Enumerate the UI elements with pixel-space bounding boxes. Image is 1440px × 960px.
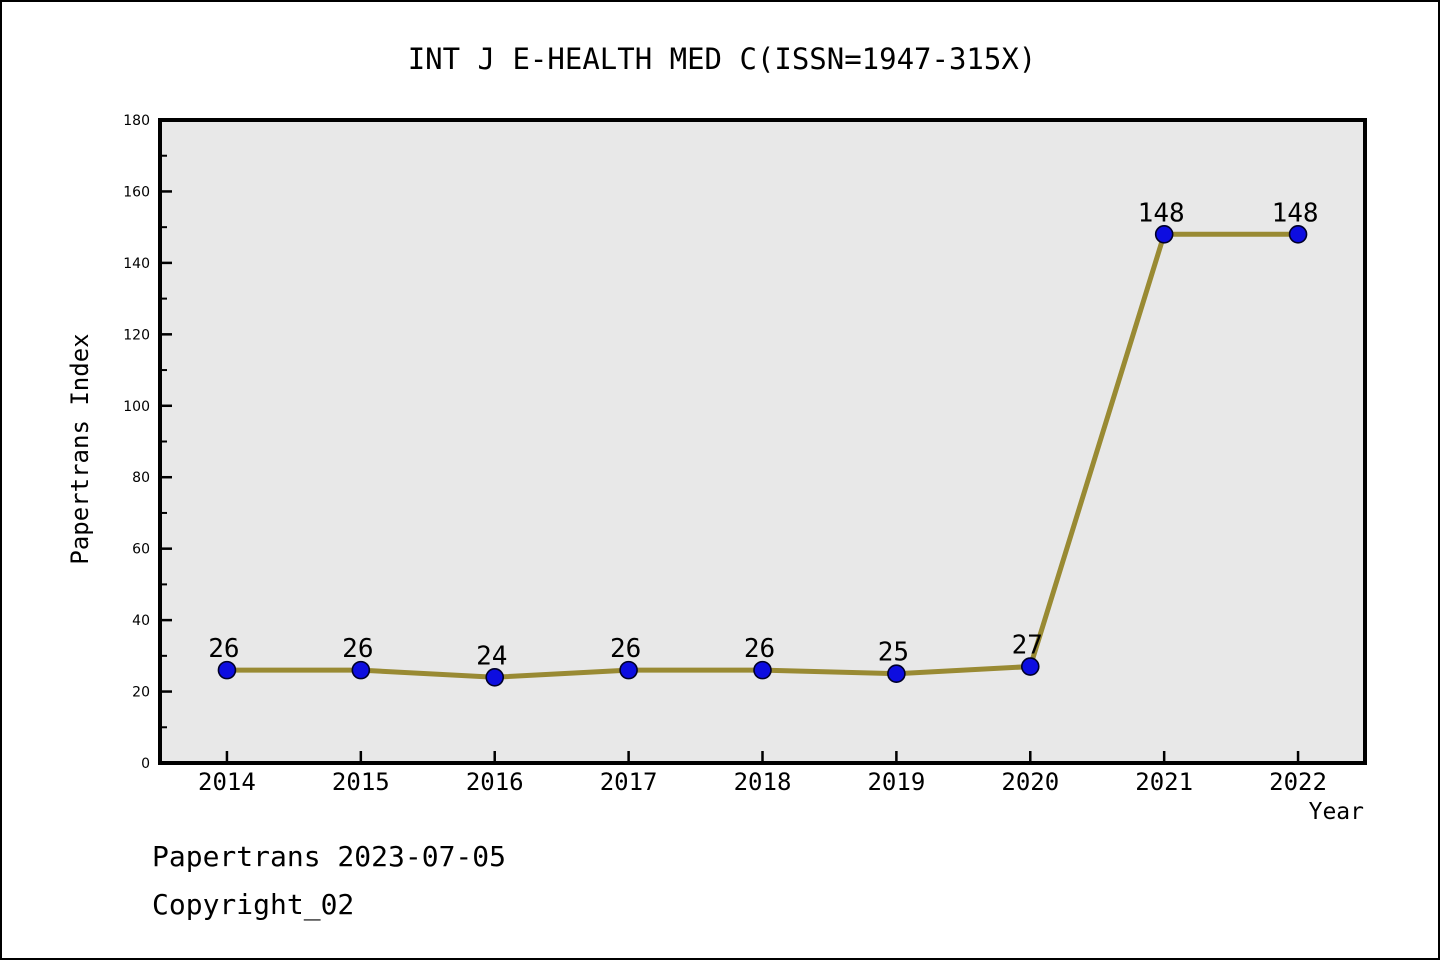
y-axis-label: Papertrans Index [66,333,94,565]
data-point-label: 26 [610,634,641,664]
x-tick-label: 2022 [1269,768,1327,796]
x-tick-label: 2016 [466,768,524,796]
chart-title: INT J E-HEALTH MED C(ISSN=1947-315X) [407,42,1037,76]
y-tick-label: 180 [123,113,150,129]
x-tick-label: 2014 [198,768,256,796]
plot-frame [158,118,1367,765]
data-point-marker [619,660,638,680]
x-tick-label: 2015 [332,768,390,796]
x-tick-label: 2021 [1135,768,1193,796]
y-tick-label: 140 [123,256,150,272]
y-tick-label: 40 [132,613,150,629]
data-point-label: 26 [208,634,239,664]
data-point-marker [1154,225,1174,244]
data-point-label: 24 [476,641,507,671]
data-point-marker [753,660,772,680]
y-tick-label: 80 [132,470,150,486]
x-tick-label: 2020 [1001,768,1059,796]
data-point-label: 26 [342,634,373,664]
data-point-label: 26 [744,634,775,664]
y-tick-label: 100 [123,399,150,415]
x-tick-label: 2018 [734,768,792,796]
data-point-marker [1288,225,1308,244]
data-point-marker [485,667,505,687]
data-point-label: 27 [1012,631,1043,661]
data-point-label: 148 [1138,198,1185,228]
footer-date: Papertrans 2023-07-05 [152,840,507,873]
y-tick-label: 160 [123,184,150,200]
x-axis-label: Year [1308,799,1364,825]
x-tick-label: 2019 [867,768,925,796]
data-point-marker [351,660,371,680]
data-point-marker [1020,657,1040,676]
y-tick-label: 120 [123,327,150,343]
data-point-label: 148 [1272,198,1319,228]
y-tick-label: 0 [141,756,150,772]
data-point-marker [887,664,906,683]
data-point-label: 25 [878,638,909,668]
data-point-marker [217,660,237,680]
footer-copyright: Copyright_02 [152,888,355,921]
y-tick-label: 20 [132,685,150,701]
y-tick-label: 60 [132,542,150,558]
x-tick-label: 2017 [600,768,658,796]
